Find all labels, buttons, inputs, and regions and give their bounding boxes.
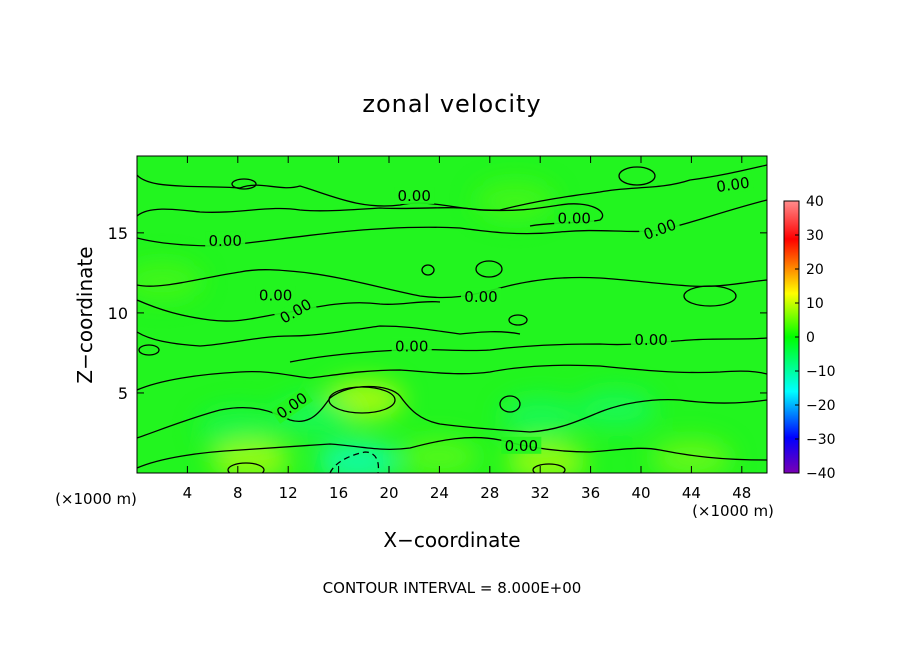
contour-label-bg <box>255 286 296 304</box>
contour-label: 0.00 <box>395 338 428 356</box>
contour-line <box>421 264 435 276</box>
colorbar-tick-label: 20 <box>806 262 824 278</box>
colorbar-tick-label: 40 <box>806 194 824 210</box>
x-unit-left: (×1000 m) <box>55 490 137 508</box>
colorbar-tick-label: 10 <box>806 296 824 312</box>
contour-line <box>227 462 265 473</box>
contour-labels: 0.000.000.00 0.000.000.000.00 0.000.00 0.00… <box>205 173 754 455</box>
field-blob <box>210 440 291 473</box>
contour-line <box>137 325 521 347</box>
contour-line <box>137 436 767 469</box>
colorbar-tick-label: 30 <box>806 228 824 244</box>
colorbar-tick-label: −20 <box>806 398 836 414</box>
x-tick-label: 12 <box>279 484 298 502</box>
contour-label-group: 0.00 <box>391 337 432 356</box>
x-tick-label: 8 <box>233 484 243 502</box>
contour-line <box>138 344 160 356</box>
x-tick-label: 28 <box>480 484 499 502</box>
contour-line-negative <box>329 451 380 473</box>
contour-line <box>499 395 521 413</box>
contour-line <box>328 386 396 414</box>
contour-label-bg <box>270 386 313 424</box>
contour-line <box>137 364 767 391</box>
contour-line <box>475 260 503 278</box>
contour-label-bg <box>638 214 682 245</box>
x-tick-label: 24 <box>430 484 449 502</box>
contour-label-group: 0.00 <box>554 209 595 227</box>
contour-label: 0.00 <box>715 174 751 196</box>
contour-line <box>137 269 767 299</box>
contour-label-bg <box>394 187 435 205</box>
contour-lines <box>137 164 767 473</box>
contour-line <box>231 178 257 190</box>
contour-label: 0.00 <box>464 288 497 306</box>
contour-interval-note: CONTOUR INTERVAL = 8.000E+00 <box>323 579 582 597</box>
contour-label-bg <box>460 287 501 305</box>
y-axis-label: Z−coordinate <box>73 246 97 383</box>
y-tick-label: 15 <box>108 224 128 243</box>
contour-label: 0.00 <box>634 331 667 349</box>
contour-label-bg <box>631 331 672 349</box>
contour-line <box>137 385 767 439</box>
colorbar-tick-label: −40 <box>806 466 836 482</box>
y-tick-label: 5 <box>118 384 128 403</box>
contour-label: 0.00 <box>505 437 538 455</box>
contour-label-bg <box>391 337 432 355</box>
plot-frame <box>136 155 768 474</box>
contour-label-bg <box>711 173 754 196</box>
contour-label-group: 0.00 <box>711 173 754 196</box>
contour-line <box>618 166 656 186</box>
contour-label-group: 0.00 <box>501 436 542 455</box>
x-tick-label: 16 <box>329 484 348 502</box>
chart-title: zonal velocity <box>362 90 541 118</box>
contour-line <box>137 203 604 227</box>
y-axis: 5 10 15 <box>108 224 767 403</box>
x-unit-right: (×1000 m) <box>692 502 774 520</box>
colorbar-tick-label: −30 <box>806 432 836 448</box>
contour-line <box>289 337 767 363</box>
x-tick-label: 32 <box>531 484 550 502</box>
x-tick-label: 4 <box>183 484 193 502</box>
contour-label-group: 0.00 <box>631 331 672 349</box>
field-blob <box>197 408 278 449</box>
field-blob <box>317 441 398 473</box>
contour-label-bg <box>554 209 595 227</box>
field-blob <box>575 388 656 429</box>
contour-line <box>137 164 767 211</box>
colorbar-tick-label: 0 <box>806 330 815 346</box>
plot-area: 0.000.000.00 0.000.000.000.00 0.000.00 0.00… <box>137 156 767 473</box>
x-axis-label: X−coordinate <box>383 528 520 552</box>
contour-line <box>683 285 737 307</box>
contour-line <box>532 463 566 473</box>
contour-label: 0.00 <box>259 286 292 304</box>
colorbar-ticks: 40 30 20 10 0 −10 −20 −30 −40 <box>795 194 836 482</box>
colorbar-tick-label: −10 <box>806 364 836 380</box>
x-tick-label: 20 <box>379 484 398 502</box>
contour-label-bg <box>205 231 246 249</box>
x-tick-label: 44 <box>682 484 701 502</box>
x-tick-label: 48 <box>732 484 751 502</box>
contour-label-group: 0.00 <box>394 187 435 205</box>
contour-label: 0.00 <box>208 232 241 250</box>
contour-label: 0.00 <box>397 187 430 205</box>
contour-label: 0.00 <box>558 209 591 227</box>
contour-label-group: 0.00 <box>255 286 296 304</box>
contour-line <box>508 314 528 326</box>
contour-label-group: 0.00 <box>460 287 501 306</box>
contour-label-bg <box>273 293 318 329</box>
x-tick-label: 36 <box>581 484 600 502</box>
field-blob <box>137 260 203 301</box>
contour-label-bg <box>501 436 542 454</box>
x-tick-label: 40 <box>631 484 650 502</box>
y-tick-label: 10 <box>108 304 128 323</box>
contour-label-group: 0.00 <box>205 231 246 250</box>
x-axis: 4 8 12 16 20 24 28 32 36 40 44 48 <box>183 156 751 502</box>
